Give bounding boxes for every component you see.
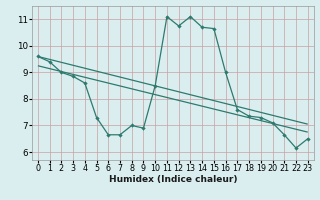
X-axis label: Humidex (Indice chaleur): Humidex (Indice chaleur): [108, 175, 237, 184]
